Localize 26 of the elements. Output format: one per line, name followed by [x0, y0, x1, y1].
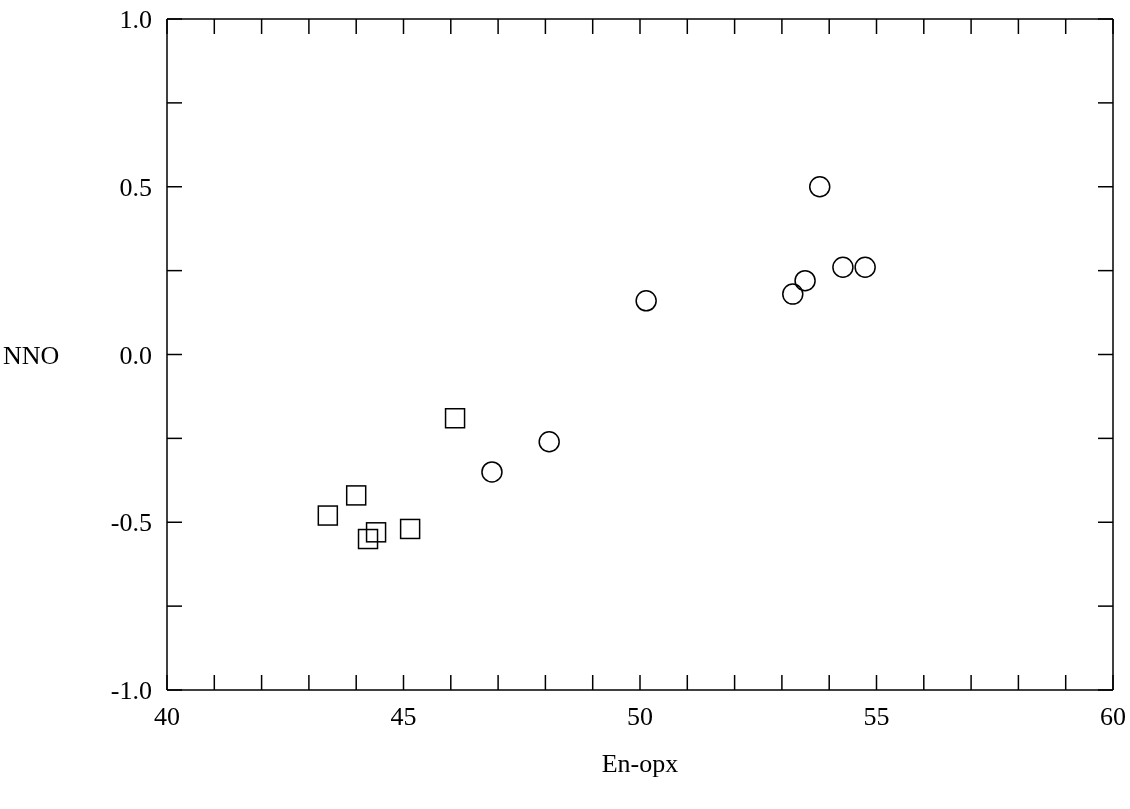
x-axis-title: En-opx: [601, 749, 679, 778]
x-tick-label: 60: [1100, 702, 1126, 731]
y-tick-label: -0.5: [110, 508, 152, 538]
x-tick-label: 50: [627, 702, 653, 731]
x-tick-label: 55: [863, 702, 890, 731]
point: [794, 269, 816, 292]
y-tick-label: 1.0: [119, 5, 152, 34]
point: [635, 290, 657, 312]
y-tick-label: -1.0: [110, 676, 152, 705]
point: [481, 461, 503, 483]
point: [854, 256, 876, 279]
x-tick-label: 45: [390, 702, 417, 731]
y-axis-title: NNO: [3, 340, 60, 370]
point: [399, 518, 421, 540]
point: [365, 522, 387, 543]
point: [832, 256, 854, 279]
point: [345, 485, 367, 506]
y-tick-label: 0.5: [119, 172, 152, 202]
x-tick-label: 40: [154, 702, 180, 731]
point: [357, 528, 379, 550]
point: [538, 430, 560, 453]
point: [808, 176, 831, 198]
point: [317, 505, 339, 526]
point: [782, 283, 804, 305]
point: [444, 408, 466, 429]
y-tick-label: 0.0: [119, 340, 152, 370]
